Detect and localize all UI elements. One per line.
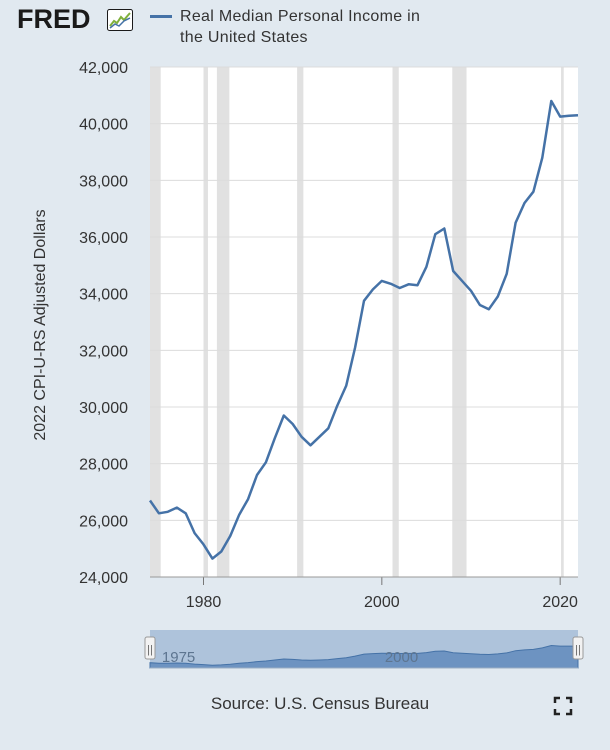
recession-band	[150, 67, 161, 577]
x-tick-label: 1980	[186, 594, 222, 611]
x-axis-ticks: 1980 2000 2020	[150, 576, 578, 611]
y-tick-label: 36,000	[79, 230, 128, 247]
y-tick-label: 34,000	[79, 287, 128, 304]
navigator-handle-right[interactable]: ||	[572, 636, 584, 660]
series-line	[148, 99, 579, 560]
y-tick-label: 40,000	[79, 117, 128, 134]
navigator-handle-glyph: ||	[575, 644, 581, 656]
y-tick-label: 28,000	[79, 457, 128, 474]
y-tick-label: 26,000	[79, 513, 128, 530]
navigator-handle-glyph: ||	[147, 644, 153, 656]
navigator-handle-grip	[144, 636, 156, 660]
plot-background	[150, 67, 578, 577]
y-tick-label: 32,000	[79, 343, 128, 360]
recession-band	[392, 67, 399, 577]
recession-band	[216, 67, 230, 577]
recession-band	[452, 67, 467, 577]
y-tick-label: 24,000	[79, 570, 128, 587]
x-tick-label: 2020	[542, 594, 578, 611]
series-layer	[148, 99, 579, 560]
legend-label: Real Median Personal Income in the Unite…	[180, 8, 421, 46]
plot-area	[150, 67, 578, 577]
fullscreen-icon[interactable]	[553, 696, 573, 716]
recession-band	[561, 67, 564, 577]
recession-band	[297, 67, 304, 577]
navigator-handle-left[interactable]: ||	[144, 636, 156, 660]
header: FRED Real Median Personal Income in the …	[0, 0, 610, 58]
navigator-handle-grip	[572, 636, 584, 660]
source-citation: Source: U.S. Census Bureau	[210, 694, 430, 713]
navigator-tick-label: 1975	[162, 649, 195, 666]
fred-logo-graph-icon	[107, 9, 133, 31]
range-navigator[interactable]: 1975 2000 || ||	[0, 622, 610, 672]
fred-logo[interactable]: FRED	[17, 4, 91, 34]
y-axis-label: 2022 CPI-U-RS Adjusted Dollars	[32, 209, 49, 440]
recession-band	[203, 67, 208, 577]
recession-bands	[150, 67, 564, 577]
line-chart[interactable]: 24,000 26,000 28,000 30,000 32,000 34,000 36,0…	[0, 50, 610, 620]
navigator-series-area	[149, 644, 579, 669]
y-tick-label: 30,000	[79, 400, 128, 417]
y-tick-label: 38,000	[79, 173, 128, 190]
navigator-tick-label: 2000	[385, 649, 418, 666]
legend-line-swatch	[150, 15, 172, 18]
x-tick-label: 2000	[364, 594, 400, 611]
y-tick-label: 42,000	[79, 60, 128, 77]
